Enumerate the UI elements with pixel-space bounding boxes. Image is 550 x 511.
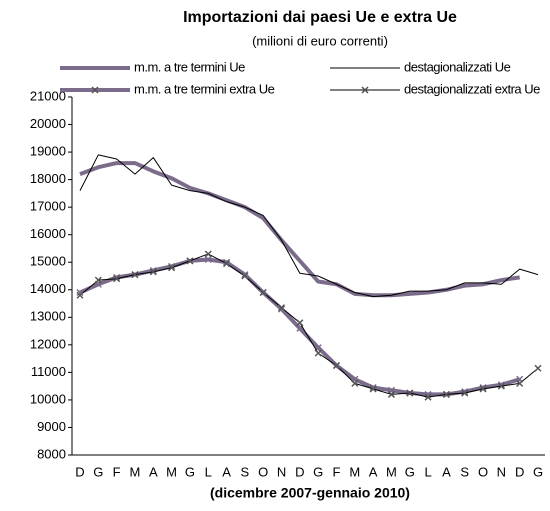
marker — [277, 305, 286, 313]
legend-label: m.m. a tre termini Ue — [134, 59, 245, 74]
marker — [516, 379, 524, 387]
marker — [332, 361, 341, 370]
x-tick-label: N — [497, 464, 506, 479]
y-tick-label: 8000 — [37, 446, 66, 461]
y-tick-label: 18000 — [30, 171, 66, 186]
y-tick-label: 21000 — [30, 88, 66, 103]
x-tick-label: L — [205, 464, 212, 479]
marker — [534, 364, 542, 372]
marker — [131, 271, 139, 279]
series — [76, 250, 542, 401]
series-line — [79, 253, 539, 398]
legend-label: m.m. a tre termini extra Ue — [134, 81, 275, 96]
y-tick-label: 12000 — [30, 336, 66, 351]
marker — [204, 255, 212, 264]
marker — [424, 393, 432, 401]
x-tick-label: O — [478, 464, 488, 479]
marker — [479, 385, 487, 393]
y-tick-label: 17000 — [30, 199, 66, 214]
marker — [259, 288, 267, 297]
marker — [351, 379, 359, 387]
series-line — [79, 154, 539, 298]
x-tick-label: G — [313, 464, 323, 479]
marker — [76, 291, 84, 299]
series — [79, 154, 539, 298]
marker — [296, 319, 304, 327]
marker — [168, 264, 176, 272]
series — [79, 161, 520, 298]
y-tick-label: 11000 — [31, 364, 66, 379]
y-tick-label: 15000 — [30, 254, 66, 269]
x-tick-label: S — [241, 464, 250, 479]
marker — [241, 271, 249, 279]
x-tick-label: G — [405, 464, 415, 479]
y-tick-label: 16000 — [30, 226, 66, 241]
series-line — [79, 257, 521, 397]
series-line — [79, 161, 520, 298]
y-tick-label: 9000 — [37, 419, 66, 434]
marker — [314, 349, 322, 357]
x-tick-label: N — [277, 464, 286, 479]
y-tick-label: 19000 — [30, 144, 66, 159]
legend-label: destagionalizzati Ue — [404, 59, 511, 74]
marker — [369, 385, 377, 393]
chart-subtitle: (milioni di euro correnti) — [252, 33, 388, 48]
marker — [406, 389, 414, 397]
x-tick-label: G — [93, 464, 103, 479]
x-tick-label: F — [113, 464, 121, 479]
x-tick-label: G — [185, 464, 195, 479]
marker — [241, 272, 249, 280]
x-tick-label: L — [424, 464, 431, 479]
x-tick-label: M — [386, 464, 397, 479]
x-tick-label: D — [75, 464, 84, 479]
y-tick-label: 13000 — [30, 309, 66, 324]
marker — [223, 258, 231, 266]
x-tick-label: A — [222, 464, 231, 479]
x-tick-label: A — [369, 464, 378, 479]
marker — [461, 389, 469, 397]
x-tick-label: G — [533, 464, 543, 479]
x-tick-label: D — [515, 464, 524, 479]
marker — [76, 288, 84, 297]
marker — [223, 260, 231, 268]
x-tick-label: A — [442, 464, 451, 479]
legend-marker — [361, 86, 369, 94]
y-tick-label: 14000 — [30, 281, 66, 296]
x-tick-label: M — [349, 464, 360, 479]
marker — [149, 268, 157, 276]
x-tick-label: M — [130, 464, 141, 479]
marker — [277, 304, 286, 312]
marker — [94, 276, 102, 284]
x-tick-label: A — [149, 464, 158, 479]
legend-label: destagionalizzati extra Ue — [404, 81, 540, 96]
marker — [186, 257, 194, 265]
x-axis-label: (dicembre 2007-gennaio 2010) — [210, 485, 410, 501]
marker — [113, 275, 121, 283]
series — [76, 255, 524, 398]
chart-title: Importazioni dai paesi Ue e extra Ue — [183, 9, 457, 26]
x-tick-label: D — [295, 464, 304, 479]
marker — [204, 250, 212, 258]
legend-marker — [91, 86, 99, 94]
marker — [442, 390, 450, 398]
y-tick-label: 20000 — [30, 116, 66, 131]
marker — [497, 382, 505, 390]
x-tick-label: O — [258, 464, 268, 479]
marker — [387, 390, 395, 398]
x-tick-label: S — [460, 464, 469, 479]
x-tick-label: F — [333, 464, 341, 479]
y-tick-label: 10000 — [30, 391, 66, 406]
x-tick-label: M — [166, 464, 177, 479]
